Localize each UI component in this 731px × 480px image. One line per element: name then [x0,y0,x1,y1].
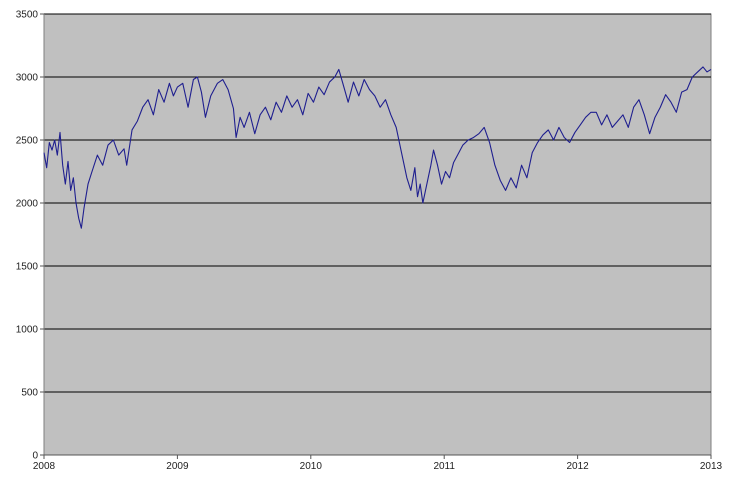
x-axis: 2008 2009 2010 2011 2012 2013 [33,454,723,472]
y-tick-label: 3000 [16,73,39,84]
horizontal-gridlines [44,13,711,393]
y-axis: 0 500 1000 1500 2000 2500 3000 3500 [16,10,45,462]
plot-area-background [43,13,712,456]
x-tick-label: 2008 [33,461,56,472]
x-tick-label: 2013 [700,461,723,472]
series-line-0 [43,66,712,229]
y-tick-label: 3500 [16,10,39,21]
y-tick-label: 0 [32,451,38,462]
x-tick-label: 2010 [300,461,323,472]
y-tick-label: 2000 [16,199,39,210]
x-tick-label: 2011 [433,461,455,472]
y-tick-label: 1500 [16,262,39,273]
x-tick-label: 2009 [166,461,189,472]
data-series [43,66,712,229]
y-tick-label: 500 [21,388,38,399]
y-tick-label: 1000 [16,325,39,336]
y-tick-label: 2500 [16,136,39,147]
x-tick-label: 2012 [566,461,589,472]
